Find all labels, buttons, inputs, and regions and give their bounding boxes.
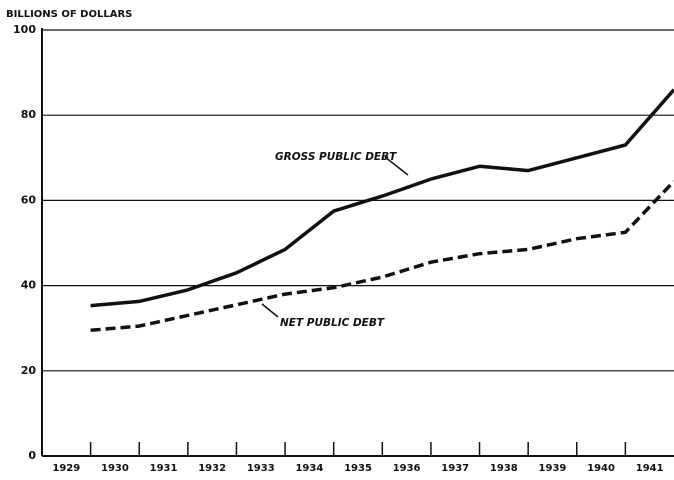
series-label: GROSS PUBLIC DEBT xyxy=(275,151,397,163)
x-tick-label: 1929 xyxy=(52,463,80,474)
y-tick-label: 100 xyxy=(13,23,36,36)
y-tick-label: 0 xyxy=(28,449,36,462)
x-tick-label: 1935 xyxy=(344,463,372,474)
series-line xyxy=(90,179,674,333)
x-tick-label: 1930 xyxy=(101,463,129,474)
y-tick-label: 20 xyxy=(21,364,37,377)
chart-title: BILLIONS OF DOLLARS xyxy=(6,9,132,20)
arrow xyxy=(384,156,409,176)
x-tick-label: 1941 xyxy=(636,463,664,474)
series-label: NET PUBLIC DEBT xyxy=(280,317,385,329)
x-tick-label: 1931 xyxy=(150,463,178,474)
x-tick-label: 1933 xyxy=(247,463,275,474)
arrow xyxy=(261,303,279,318)
y-tick-label: 60 xyxy=(21,193,37,206)
y-tick-label: 80 xyxy=(21,108,37,121)
x-tick-label: 1939 xyxy=(539,463,567,474)
y-tick-label: 40 xyxy=(21,279,37,292)
x-tick-label: 1937 xyxy=(441,463,469,474)
x-tick-label: 1932 xyxy=(198,463,226,474)
x-tick-label: 1940 xyxy=(587,463,615,474)
x-tick-label: 1938 xyxy=(490,463,518,474)
x-tick-label: 1936 xyxy=(393,463,421,474)
series-line xyxy=(90,88,674,308)
x-tick-label: 1934 xyxy=(295,463,323,474)
